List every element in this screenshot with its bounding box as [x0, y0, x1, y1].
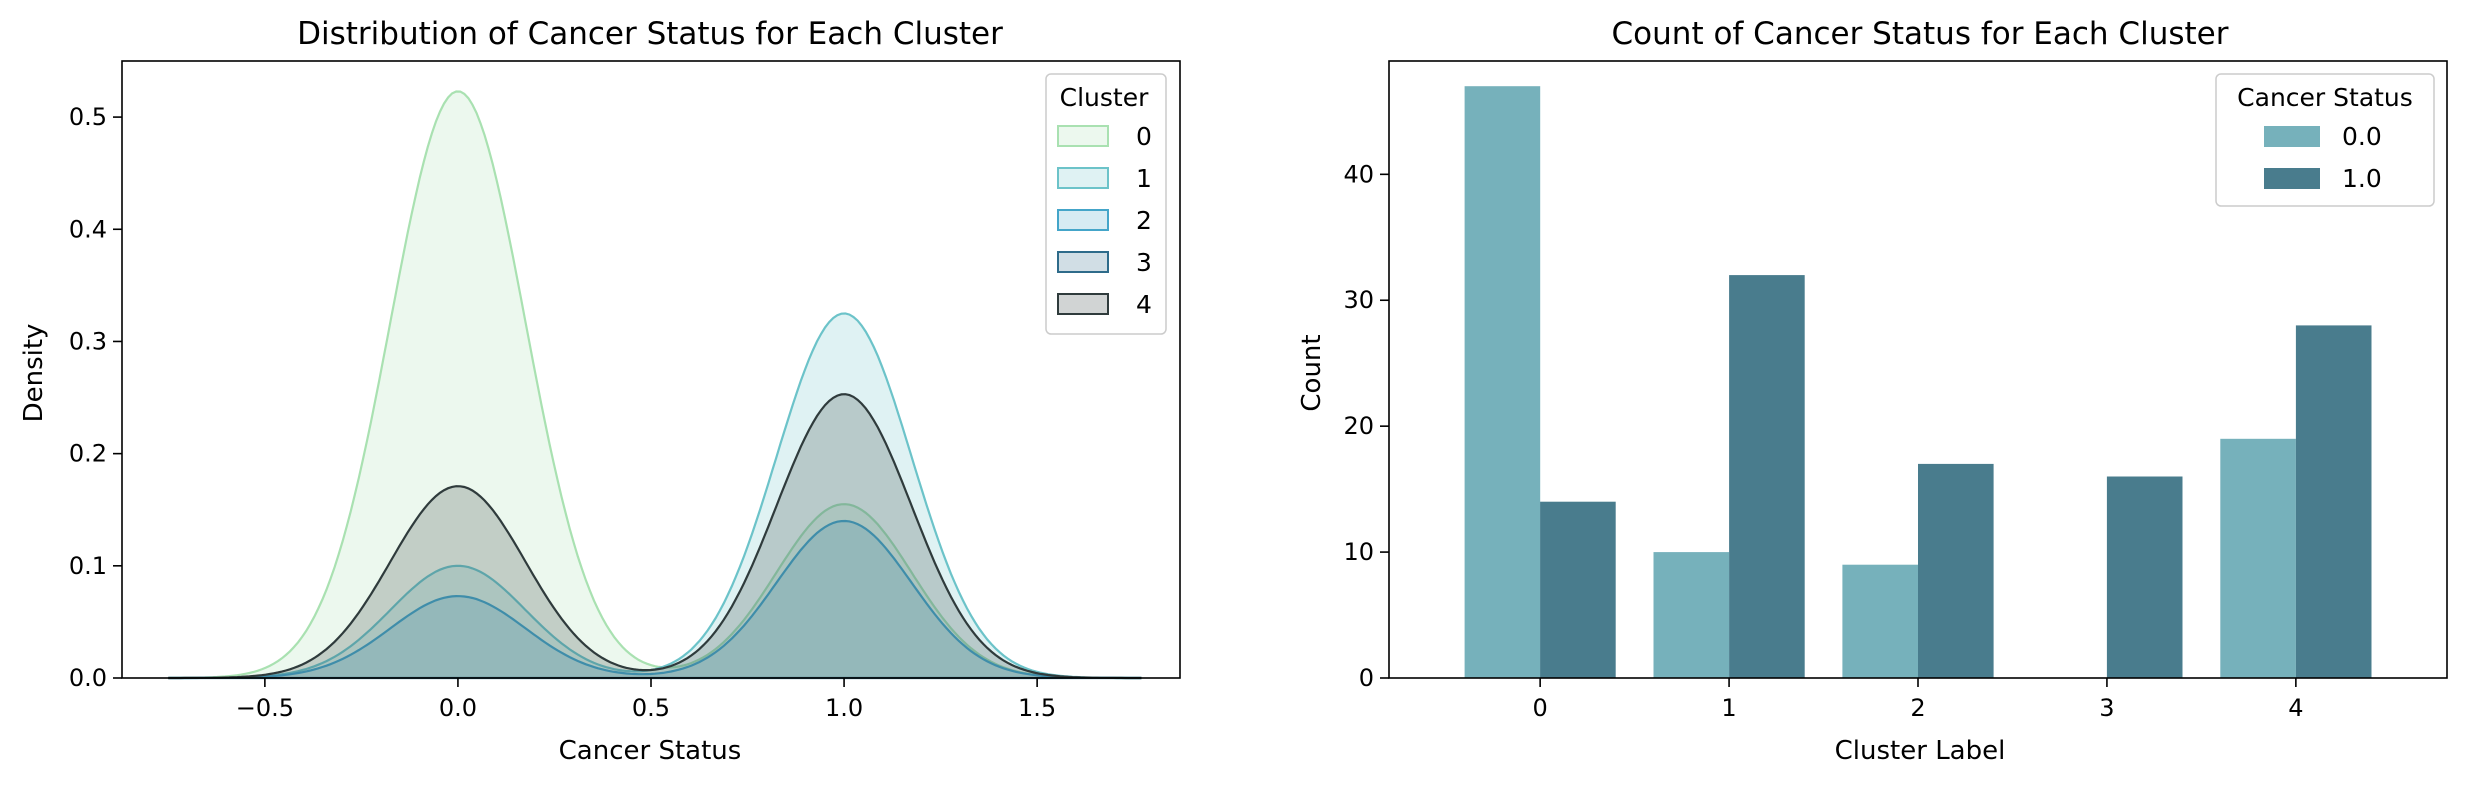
density-legend-label-3: 3 [1136, 248, 1152, 277]
count-legend-swatch-1.0 [2264, 168, 2320, 189]
bar-cluster-1-status-0.0 [1653, 552, 1730, 678]
bar-cluster-0-status-1.0 [1540, 501, 1616, 678]
count-legend-swatch-0.0 [2264, 126, 2320, 147]
density-line-cluster-4 [168, 393, 1142, 680]
density-y-tick-label: 0.5 [69, 103, 107, 131]
density-x-axis-label: Cancer Status [559, 736, 742, 766]
density-legend-label-0: 0 [1136, 122, 1152, 151]
count-y-tick-label: 30 [1343, 286, 1374, 314]
density-area-cluster-2 [168, 521, 1142, 678]
count-y-tick-label: 10 [1343, 538, 1374, 566]
density-legend-swatch-4 [1057, 293, 1109, 315]
bar-cluster-4-status-1.0 [2295, 325, 2372, 678]
bar-cluster-1-status-1.0 [1729, 275, 1805, 678]
count-y-axis-label: Count [1297, 334, 1327, 411]
count-y-tick-label: 0 [1359, 664, 1374, 692]
count-x-axis-label: Cluster Label [1835, 736, 2006, 766]
density-y-tick-label: 0.4 [69, 215, 107, 243]
density-legend-swatch-3 [1057, 251, 1109, 273]
count-legend-label-1.0: 1.0 [2342, 164, 2382, 193]
count-x-tick-label: 2 [1910, 694, 1925, 722]
density-chart-title: Distribution of Cancer Status for Each C… [297, 16, 1003, 52]
density-y-axis: 0.0 0.1 0.2 0.3 0.4 0.5 [69, 103, 122, 692]
count-legend-title: Cancer Status [2237, 83, 2413, 112]
count-chart: Count of Cancer Status for Each Cluster … [1297, 16, 2448, 766]
density-x-tick-label: 1.5 [1018, 694, 1056, 722]
count-legend: Cancer Status 0.0 1.0 [2215, 73, 2435, 207]
count-x-tick-label: 0 [1533, 694, 1548, 722]
density-y-tick-label: 0.2 [69, 440, 107, 468]
count-y-axis: 0 10 20 30 40 [1343, 160, 1389, 692]
density-legend-title: Cluster [1060, 83, 1149, 112]
count-x-axis: 0 1 2 3 4 [1533, 678, 2303, 722]
density-legend-label-2: 2 [1136, 206, 1152, 235]
count-y-tick-label: 40 [1343, 160, 1374, 188]
bar-cluster-4-status-0.0 [2220, 438, 2296, 678]
density-y-tick-label: 0.1 [69, 552, 107, 580]
density-legend-swatch-0 [1057, 125, 1109, 147]
density-area-cluster-0 [168, 91, 1142, 678]
density-line-cluster-0 [168, 90, 1142, 680]
density-legend-swatch-1 [1057, 167, 1109, 189]
count-plot-area [1388, 60, 2448, 679]
bar-cluster-3-status-1.0 [2106, 476, 2183, 678]
density-plot-frame [121, 60, 1181, 679]
count-y-tick-label: 20 [1343, 412, 1374, 440]
density-y-tick-label: 0.0 [69, 664, 107, 692]
density-x-tick-label: −0.5 [236, 694, 294, 722]
density-y-tick-label: 0.3 [69, 327, 107, 355]
density-legend-box [1045, 73, 1167, 335]
count-x-tick-label: 1 [1721, 694, 1736, 722]
density-plot-area [121, 60, 1181, 680]
density-legend: Cluster 0 1 2 3 4 [1045, 73, 1167, 335]
count-chart-title: Count of Cancer Status for Each Cluster [1612, 16, 2229, 52]
density-x-tick-label: 0.0 [439, 694, 477, 722]
density-x-tick-label: 1.0 [825, 694, 863, 722]
density-area-cluster-1 [168, 313, 1142, 678]
count-legend-label-0.0: 0.0 [2342, 122, 2382, 151]
density-line-cluster-2 [168, 519, 1142, 680]
density-x-tick-label: 0.5 [632, 694, 670, 722]
bar-cluster-2-status-0.0 [1842, 564, 1918, 678]
count-x-tick-label: 3 [2099, 694, 2114, 722]
bar-cluster-2-status-1.0 [1918, 463, 1994, 678]
density-legend-label-1: 1 [1136, 164, 1152, 193]
density-area-cluster-4 [168, 394, 1142, 678]
density-legend-label-4: 4 [1136, 290, 1152, 319]
bar-cluster-0-status-0.0 [1464, 86, 1541, 678]
density-y-axis-label: Density [19, 324, 49, 423]
density-legend-swatch-2 [1057, 209, 1109, 231]
density-chart: Distribution of Cancer Status for Each C… [19, 16, 1181, 766]
density-x-axis: −0.5 0.0 0.5 1.0 1.5 [236, 678, 1056, 722]
count-x-tick-label: 4 [2288, 694, 2303, 722]
